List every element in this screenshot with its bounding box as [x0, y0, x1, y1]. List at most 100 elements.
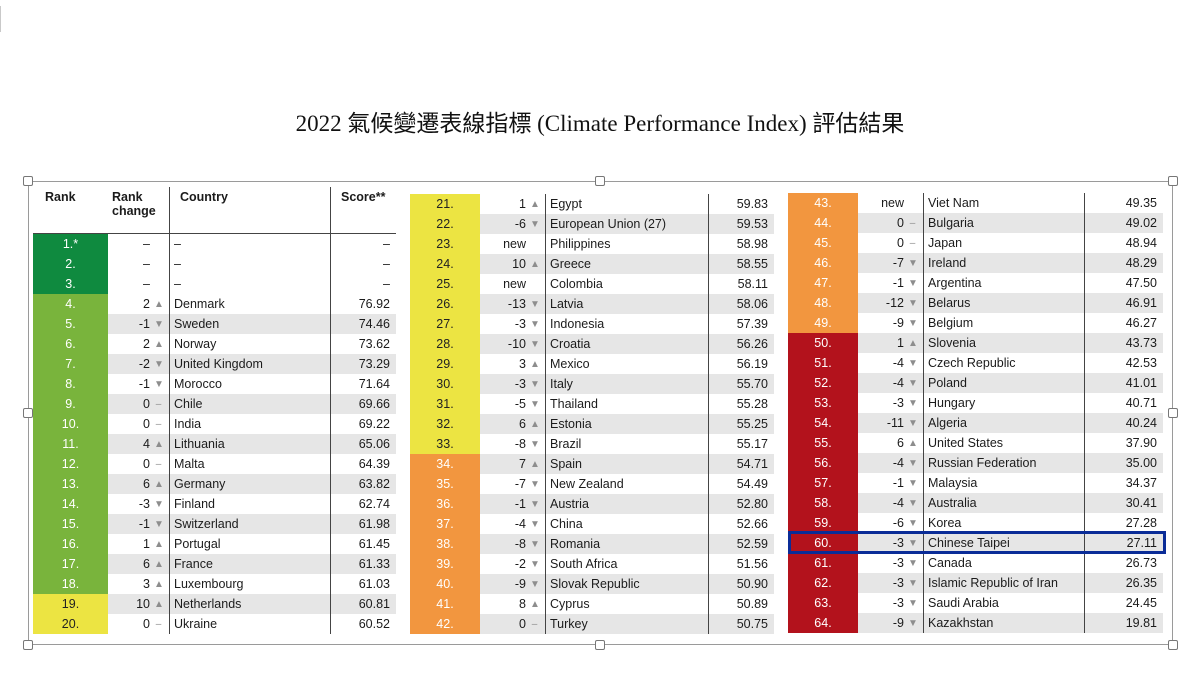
rank-change-arrow-icon: ▼ — [530, 498, 540, 510]
rank-cell: 60. — [788, 533, 858, 553]
rank-change-cell: 1 ▲ — [480, 194, 546, 214]
rank-change-value: -3 — [892, 536, 904, 550]
country-cell: Greece — [546, 254, 709, 274]
resize-handle-bottom-right[interactable] — [1168, 640, 1178, 650]
score-cell: 40.24 — [1125, 416, 1157, 430]
rank-change-cell: -7 ▼ — [480, 474, 546, 494]
rank-change-cell: 0– — [480, 614, 546, 634]
rank-change-cell: 10 ▲ — [108, 594, 170, 614]
table-row: 64. -9 ▼ Kazakhstan 19.81 — [788, 613, 1163, 633]
table-row: 38. -8 ▼ Romania 52.59 — [410, 534, 774, 554]
score-cell: 50.89 — [736, 597, 768, 611]
chinese-taipei-highlight-box — [788, 531, 1166, 554]
rank-change-cell: -6 ▼ — [480, 214, 546, 234]
country-cell: Brazil — [546, 434, 709, 454]
score-cell: 34.37 — [1125, 476, 1157, 490]
table-row: 59. -6 ▼ Korea 27.28 — [788, 513, 1163, 533]
table-row: 55. 6 ▲ United States 37.90 — [788, 433, 1163, 453]
rank-change-cell: -4 ▼ — [858, 353, 924, 373]
country-cell: Argentina — [924, 273, 1085, 293]
rank-change-value: -2 — [514, 557, 526, 571]
rank-change-value: – — [143, 277, 150, 291]
rank-change-cell: -9 ▼ — [858, 613, 924, 633]
rank-change-arrow-icon: ▼ — [530, 318, 540, 330]
country-cell: India — [170, 414, 331, 434]
rank-change-value: -7 — [514, 477, 526, 491]
rank-cell: 53. — [788, 393, 858, 413]
table-row: 11. 4 ▲ Lithuania 65.06 — [33, 434, 396, 454]
rank-change-value: 7 — [519, 457, 526, 471]
table-row: 5. -1 ▼ Sweden 74.46 — [33, 314, 396, 334]
table-row: 62. -3 ▼ Islamic Republic of Iran 26.35 — [788, 573, 1163, 593]
rank-change-arrow-icon: ▲ — [154, 438, 164, 450]
rank-change-cell: 6 ▲ — [480, 414, 546, 434]
score-cell: 26.35 — [1125, 576, 1157, 590]
rank-change-arrow-icon: ▼ — [908, 557, 918, 569]
rank-cell: 1.* — [33, 234, 108, 254]
resize-handle-bottom-left[interactable] — [23, 640, 33, 650]
rank-cell: 47. — [788, 273, 858, 293]
rank-change-value: 10 — [136, 597, 150, 611]
header-rank: Rank — [45, 190, 76, 204]
score-cell: 41.01 — [1125, 376, 1157, 390]
country-cell: United States — [924, 433, 1085, 453]
score-cell: 55.28 — [736, 397, 768, 411]
rank-change-value: 3 — [143, 577, 150, 591]
rank-change-arrow-icon: ▼ — [908, 417, 918, 429]
rank-change-cell: 1 ▲ — [858, 333, 924, 353]
rank-change-arrow-icon: ▲ — [154, 478, 164, 490]
table-row: 16. 1 ▲ Portugal 61.45 — [33, 534, 396, 554]
resize-handle-bottom-center[interactable] — [595, 640, 605, 650]
rank-cell: 36. — [410, 494, 480, 514]
rank-cell: 63. — [788, 593, 858, 613]
rank-change-value: -9 — [514, 577, 526, 591]
country-cell: Algeria — [924, 413, 1085, 433]
country-cell: Austria — [546, 494, 709, 514]
resize-handle-top-left[interactable] — [23, 176, 33, 186]
table-row: 49. -9 ▼ Belgium 46.27 — [788, 313, 1163, 333]
rank-cell: 35. — [410, 474, 480, 494]
rank-change-arrow-icon: ▼ — [530, 518, 540, 530]
rank-cell: 40. — [410, 574, 480, 594]
rank-change-value: -3 — [892, 556, 904, 570]
resize-handle-top-right[interactable] — [1168, 176, 1178, 186]
score-cell: 37.90 — [1125, 436, 1157, 450]
rank-change-value: -4 — [892, 356, 904, 370]
rank-change-arrow-icon: ▼ — [908, 617, 918, 629]
rank-cell: 12. — [33, 454, 108, 474]
rank-cell: 13. — [33, 474, 108, 494]
country-cell: Colombia — [546, 274, 709, 294]
table-row: 50. 1 ▲ Slovenia 43.73 — [788, 333, 1163, 353]
rank-change-arrow-icon: ▼ — [530, 378, 540, 390]
resize-handle-top-center[interactable] — [595, 176, 605, 186]
score-cell: 56.19 — [736, 357, 768, 371]
table-row: 15. -1 ▼ Switzerland 61.98 — [33, 514, 396, 534]
resize-handle-middle-left[interactable] — [23, 408, 33, 418]
score-cell: 52.59 — [736, 537, 768, 551]
country-cell: Germany — [170, 474, 331, 494]
rank-change-cell: -3 ▼ — [480, 314, 546, 334]
country-cell: Philippines — [546, 234, 709, 254]
country-cell: Luxembourg — [170, 574, 331, 594]
rank-change-arrow-icon: ▼ — [154, 518, 164, 530]
rank-change-cell: -3 ▼ — [858, 553, 924, 573]
rank-change-arrow-icon: ▼ — [908, 257, 918, 269]
country-cell: Romania — [546, 534, 709, 554]
country-cell: Egypt — [546, 194, 709, 214]
rank-change-arrow-icon: ▼ — [908, 277, 918, 289]
rank-change-cell: -9 ▼ — [480, 574, 546, 594]
rank-change-value: -9 — [892, 316, 904, 330]
country-cell: – — [170, 274, 331, 294]
rank-cell: 22. — [410, 214, 480, 234]
table-row: 32. 6 ▲ Estonia 55.25 — [410, 414, 774, 434]
score-cell: – — [383, 277, 390, 291]
rank-cell: 55. — [788, 433, 858, 453]
rank-change-arrow-icon: ▼ — [530, 298, 540, 310]
rank-change-arrow-icon: ▲ — [530, 598, 540, 610]
rank-cell: 5. — [33, 314, 108, 334]
rank-change-arrow-icon: ▼ — [530, 218, 540, 230]
table-row: 43. new Viet Nam 49.35 — [788, 193, 1163, 213]
score-cell: 57.39 — [736, 317, 768, 331]
country-cell: Islamic Republic of Iran — [924, 573, 1085, 593]
resize-handle-middle-right[interactable] — [1168, 408, 1178, 418]
